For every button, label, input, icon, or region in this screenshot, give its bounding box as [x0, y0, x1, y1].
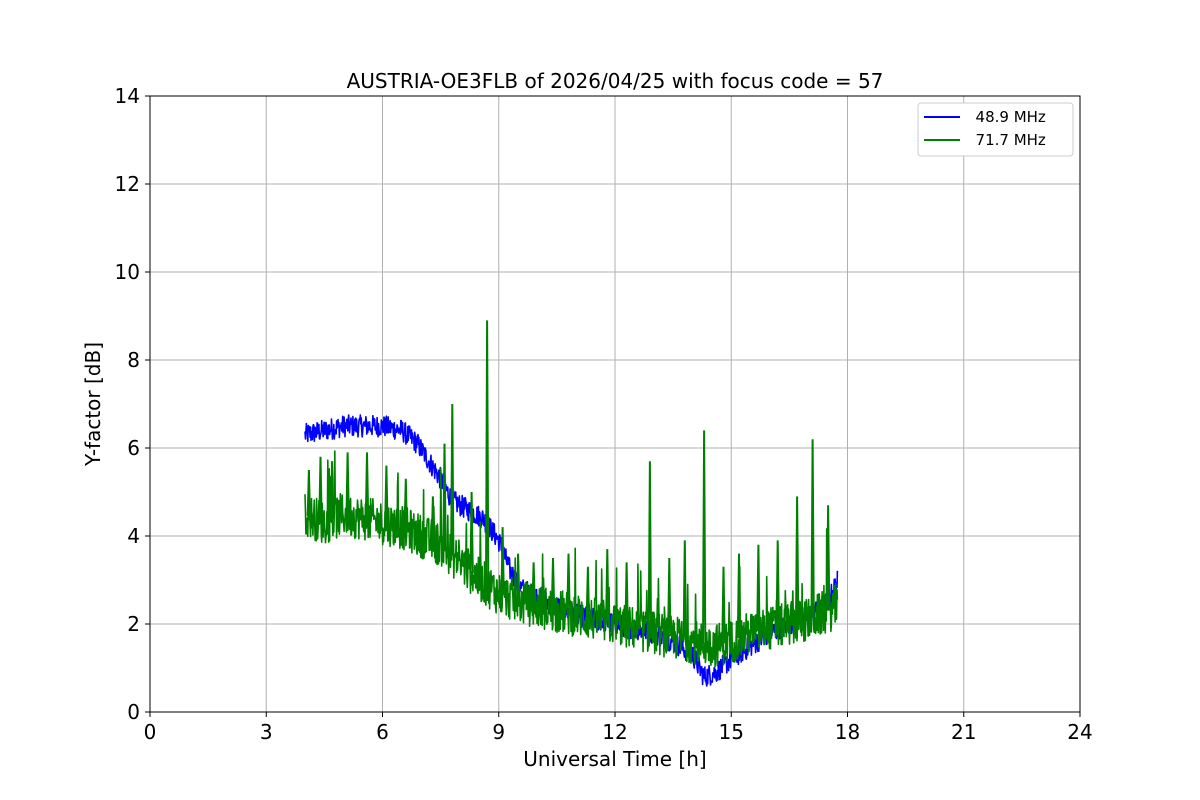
- series-spike: [810, 439, 815, 618]
- y-axis: 0 2 4 6 8 10 12 14: [115, 84, 150, 724]
- x-tick-label: 9: [492, 720, 505, 744]
- series-spike: [585, 566, 590, 618]
- x-tick-label: 6: [376, 720, 389, 744]
- series-spike: [682, 540, 687, 640]
- x-tick-label: 12: [602, 720, 627, 744]
- series-spike: [384, 465, 389, 524]
- y-tick-label: 6: [127, 436, 140, 460]
- y-tick-label: 4: [127, 524, 140, 548]
- y-tick-label: 2: [127, 612, 140, 636]
- y-tick-label: 10: [115, 260, 140, 284]
- series-spike: [469, 491, 474, 574]
- x-tick-label: 0: [144, 720, 157, 744]
- y-tick-label: 8: [127, 348, 140, 372]
- x-axis-label: Universal Time [h]: [523, 747, 706, 771]
- x-tick-label: 3: [260, 720, 273, 744]
- y-tick-label: 14: [115, 84, 140, 108]
- series-spike: [364, 452, 370, 520]
- series-spike: [795, 496, 800, 623]
- series-spike: [702, 430, 707, 645]
- series-spike: [667, 557, 672, 637]
- series-line-71-7-mhz: [304, 450, 839, 668]
- series-spike: [647, 461, 652, 632]
- series-spike: [605, 549, 610, 623]
- series-spike: [442, 443, 447, 549]
- x-tick-label: 21: [951, 720, 976, 744]
- chart-title: AUSTRIA-OE3FLB of 2026/04/25 with focus …: [347, 69, 884, 93]
- x-tick-label: 24: [1067, 720, 1092, 744]
- series-spike: [330, 461, 335, 520]
- series-spike: [500, 527, 505, 596]
- series-spike: [721, 566, 726, 644]
- legend-label-71-7: 71.7 MHz: [966, 131, 1046, 149]
- y-axis-label: Y-factor [dB]: [81, 342, 105, 467]
- x-tick-label: 15: [719, 720, 744, 744]
- series-layer: [304, 320, 839, 687]
- legend: 48.9 MHz 71.7 MHz: [917, 102, 1074, 157]
- series-spike: [450, 403, 455, 556]
- y-tick-label: 0: [127, 700, 140, 724]
- x-tick-label: 18: [835, 720, 860, 744]
- series-spike: [485, 320, 490, 586]
- series-spike: [756, 544, 761, 632]
- x-axis: 0 3 6 9 12 15 18 21 24: [144, 712, 1093, 744]
- legend-label-48-9: 48.9 MHz: [966, 108, 1046, 126]
- series-spike: [318, 456, 323, 522]
- y-tick-label: 12: [115, 172, 140, 196]
- series-spike: [775, 540, 780, 627]
